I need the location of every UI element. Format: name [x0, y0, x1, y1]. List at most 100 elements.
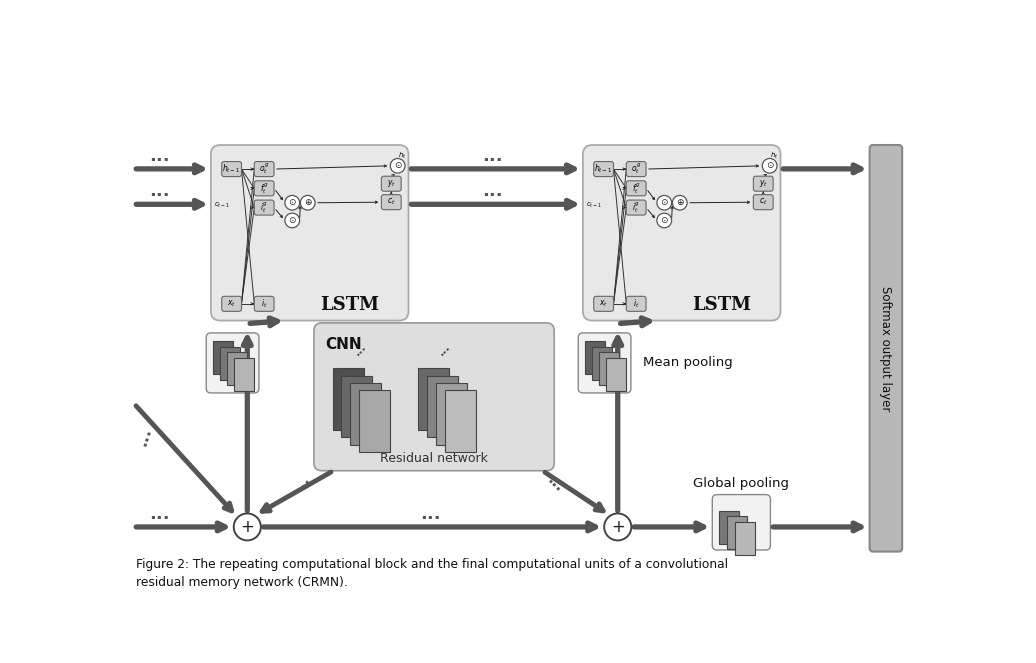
Circle shape	[300, 196, 315, 210]
Text: Global pooling: Global pooling	[693, 477, 789, 490]
Circle shape	[234, 513, 261, 540]
Text: ...: ...	[148, 182, 169, 200]
Text: ⊙: ⊙	[661, 198, 668, 208]
Text: ⊙: ⊙	[661, 216, 668, 225]
Circle shape	[657, 196, 671, 210]
Circle shape	[604, 513, 631, 540]
Text: Residual network: Residual network	[380, 452, 488, 465]
Text: ⊙: ⊙	[766, 161, 774, 170]
Bar	[435, 383, 466, 444]
Text: CNN: CNN	[325, 337, 363, 352]
FancyBboxPatch shape	[578, 333, 631, 393]
Text: ⊕: ⊕	[304, 198, 312, 208]
Text: $i_t^g$: $i_t^g$	[632, 200, 640, 215]
Bar	[350, 383, 381, 444]
Bar	[227, 352, 248, 385]
Text: ⊕: ⊕	[677, 198, 684, 208]
FancyBboxPatch shape	[753, 176, 773, 191]
Text: LSTM: LSTM	[320, 296, 379, 314]
Text: $i_t$: $i_t$	[261, 298, 267, 310]
FancyBboxPatch shape	[869, 145, 902, 552]
Text: $c_t$: $c_t$	[387, 197, 396, 208]
Text: Softmax output layer: Softmax output layer	[880, 286, 892, 411]
Bar	[593, 347, 612, 380]
Text: $c_t$: $c_t$	[759, 197, 768, 208]
FancyBboxPatch shape	[211, 145, 408, 321]
Bar	[735, 522, 755, 555]
Text: ...: ...	[545, 473, 567, 495]
FancyBboxPatch shape	[381, 176, 401, 191]
Bar	[719, 511, 740, 544]
FancyBboxPatch shape	[254, 296, 275, 312]
Circle shape	[285, 196, 299, 210]
Text: ...: ...	[352, 341, 369, 357]
FancyBboxPatch shape	[753, 195, 773, 210]
Bar	[342, 376, 373, 437]
Circle shape	[762, 158, 777, 173]
Bar	[359, 391, 391, 452]
Text: ...: ...	[148, 147, 169, 165]
Text: ...: ...	[148, 505, 169, 523]
Text: ...: ...	[420, 505, 440, 523]
FancyBboxPatch shape	[627, 162, 646, 176]
Bar	[427, 376, 458, 437]
Text: ⊙: ⊙	[394, 161, 401, 170]
Text: $o_t^g$: $o_t^g$	[259, 162, 269, 176]
Text: $h_t$: $h_t$	[770, 151, 778, 161]
Text: $i_t$: $i_t$	[633, 298, 639, 310]
Bar	[727, 516, 747, 549]
Text: ...: ...	[482, 182, 502, 200]
Text: +: +	[611, 518, 625, 536]
FancyBboxPatch shape	[627, 200, 646, 215]
Circle shape	[391, 158, 405, 173]
FancyBboxPatch shape	[627, 296, 646, 312]
Bar	[234, 357, 254, 391]
Bar	[418, 369, 449, 430]
Text: $h_t$: $h_t$	[398, 151, 406, 161]
Text: $y_t$: $y_t$	[758, 178, 768, 189]
Text: $h_{t-1}$: $h_{t-1}$	[223, 163, 240, 175]
FancyBboxPatch shape	[222, 162, 241, 176]
Bar	[221, 347, 240, 380]
Text: $x_t$: $x_t$	[599, 298, 608, 309]
FancyBboxPatch shape	[594, 296, 613, 312]
Text: ...: ...	[482, 147, 502, 165]
FancyBboxPatch shape	[254, 162, 275, 176]
Circle shape	[657, 213, 671, 228]
Bar	[606, 357, 627, 391]
Text: $c_{t-1}$: $c_{t-1}$	[586, 200, 602, 210]
FancyBboxPatch shape	[583, 145, 780, 321]
FancyBboxPatch shape	[254, 200, 275, 215]
Circle shape	[672, 196, 687, 210]
FancyBboxPatch shape	[713, 495, 771, 550]
Bar	[599, 352, 620, 385]
Bar	[444, 391, 476, 452]
Text: ...: ...	[132, 424, 155, 448]
Text: ...: ...	[436, 341, 452, 357]
Text: $h_{t-1}$: $h_{t-1}$	[595, 163, 612, 175]
Text: Mean pooling: Mean pooling	[643, 357, 733, 369]
FancyBboxPatch shape	[206, 333, 259, 393]
FancyBboxPatch shape	[314, 323, 554, 471]
Circle shape	[285, 213, 299, 228]
Text: $i_t^g$: $i_t^g$	[260, 200, 268, 215]
FancyBboxPatch shape	[381, 195, 401, 210]
FancyBboxPatch shape	[254, 181, 275, 196]
Text: $x_t$: $x_t$	[227, 298, 236, 309]
Text: $y_t$: $y_t$	[386, 178, 396, 189]
Text: LSTM: LSTM	[692, 296, 751, 314]
FancyBboxPatch shape	[594, 162, 613, 176]
Text: ...: ...	[290, 471, 313, 493]
FancyBboxPatch shape	[627, 181, 646, 196]
Text: $c_{t-1}$: $c_{t-1}$	[214, 200, 230, 210]
Text: +: +	[240, 518, 254, 536]
Bar	[213, 341, 233, 375]
Text: $f_t^g$: $f_t^g$	[260, 181, 268, 196]
Text: $o_t^g$: $o_t^g$	[631, 162, 641, 176]
Text: $f_t^g$: $f_t^g$	[632, 181, 640, 196]
Bar	[333, 369, 364, 430]
Text: Figure 2: The repeating computational block and the final computational units of: Figure 2: The repeating computational bl…	[136, 558, 727, 589]
Text: ⊙: ⊙	[288, 216, 296, 225]
Text: ⊙: ⊙	[288, 198, 296, 208]
FancyBboxPatch shape	[222, 296, 241, 312]
